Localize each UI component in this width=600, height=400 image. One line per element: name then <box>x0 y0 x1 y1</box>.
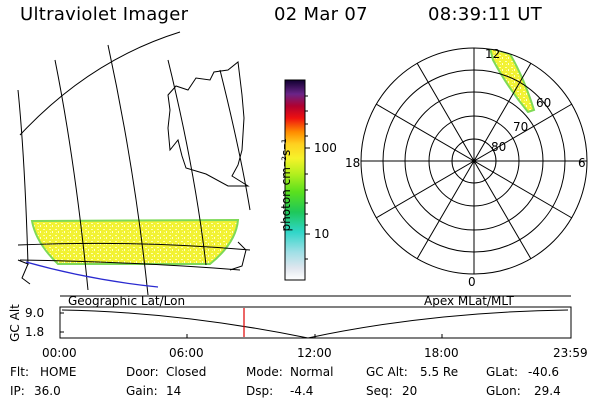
mlt-label-18: 18 <box>345 156 361 170</box>
status-flt-key: Flt: <box>10 365 29 379</box>
xtick-0600: 06:00 <box>169 346 204 360</box>
apex-panel-label: Apex MLat/MLT <box>424 294 514 308</box>
aurora-oval-polar <box>488 48 536 114</box>
polar-plot <box>360 47 588 275</box>
date-label: 02 Mar 07 <box>274 4 368 25</box>
altitude-plot <box>59 295 572 339</box>
status-glat-key: GLat: <box>486 365 519 379</box>
altitude-ytick-low: 1.8 <box>25 325 45 339</box>
coastline <box>17 61 250 285</box>
xtick-1200: 12:00 <box>297 346 332 360</box>
xtick-1800: 18:00 <box>424 346 459 360</box>
status-dsp-value: -4.4 <box>290 384 314 398</box>
colorbar <box>284 79 310 281</box>
graticule <box>17 31 251 296</box>
lat-label-60: 60 <box>536 96 552 110</box>
mlt-label-0: 0 <box>468 275 476 289</box>
aurora-oval-geographic <box>30 218 240 265</box>
status-door-value: Closed <box>166 365 207 379</box>
altitude-ylabel: GC Alt <box>8 304 22 342</box>
status-gcalt-key: GC Alt: <box>366 365 408 379</box>
geographic-panel-label: Geographic Lat/Lon <box>68 294 186 308</box>
status-glon-key: GLon: <box>486 384 521 398</box>
xtick-0000: 00:00 <box>42 346 77 360</box>
time-label: 08:39:11 UT <box>428 4 543 25</box>
geographic-map <box>17 31 251 296</box>
status-gain-value: 14 <box>166 384 182 398</box>
altitude-ytick-high: 9.0 <box>25 306 45 320</box>
status-gcalt-value: 5.5 Re <box>420 365 459 379</box>
status-dsp-key: Dsp: <box>246 384 274 398</box>
status-ip-key: IP: <box>10 384 25 398</box>
colorbar-label: photon cm⁻²s⁻¹ <box>279 138 293 232</box>
status-ip-value: 36.0 <box>34 384 61 398</box>
colorbar-tick-100: 100 <box>314 141 337 155</box>
status-gain-key: Gain: <box>126 384 158 398</box>
status-door-key: Door: <box>126 365 159 379</box>
lat-label-80: 80 <box>491 140 507 154</box>
status-glon-value: 29.4 <box>534 384 561 398</box>
status-seq-key: Seq: <box>366 384 393 398</box>
status-flt-value: HOME <box>40 365 77 379</box>
status-mode-value: Normal <box>290 365 334 379</box>
altitude-curve <box>61 309 569 339</box>
lat-label-70: 70 <box>513 120 529 134</box>
mlt-label-6: 6 <box>578 156 586 170</box>
status-mode-key: Mode: <box>246 365 283 379</box>
coastline-blue <box>25 261 159 288</box>
xtick-2359: 23:59 <box>553 346 588 360</box>
mlt-label-12: 12 <box>485 47 501 61</box>
colorbar-tick-10: 10 <box>314 227 330 241</box>
status-seq-value: 20 <box>402 384 418 398</box>
app-title: Ultraviolet Imager <box>20 4 189 25</box>
status-glat-value: -40.6 <box>528 365 560 379</box>
